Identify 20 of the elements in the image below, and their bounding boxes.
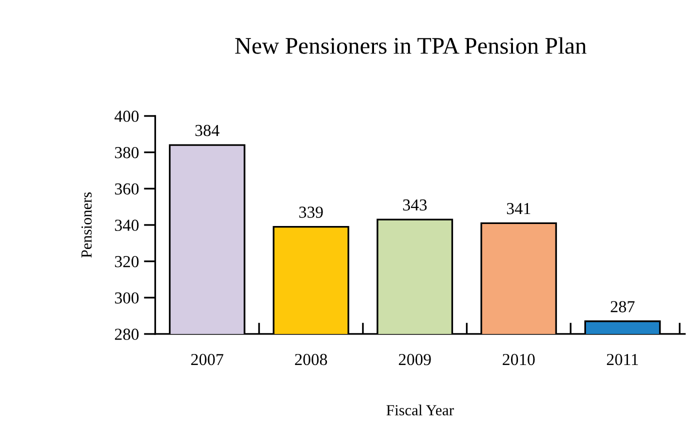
x-tick-label: 2008	[295, 354, 328, 366]
x-tick-label: 2010	[502, 354, 535, 366]
y-axis-title: Pensioners	[81, 192, 92, 258]
x-tick-label: 2007	[191, 354, 224, 366]
x-tick-label: 2011	[606, 354, 638, 366]
data-label: 343	[403, 199, 427, 211]
data-label: 384	[195, 124, 220, 136]
y-tick-label: 320	[115, 256, 139, 268]
data-label: 287	[610, 301, 635, 312]
x-axis-title: Fiscal Year	[386, 404, 454, 416]
y-tick-label: 360	[115, 183, 139, 195]
x-tick-label: 2009	[398, 354, 431, 366]
data-label: 341	[506, 203, 530, 214]
chart-title: New Pensioners in TPA Pension Plan	[235, 37, 586, 54]
y-tick-label: 380	[115, 147, 139, 158]
y-tick-label: 280	[114, 328, 139, 340]
data-label: 339	[299, 206, 323, 218]
y-tick-label: 400	[114, 110, 139, 122]
y-tick-label: 300	[115, 292, 139, 304]
y-tick-label: 340	[115, 220, 139, 231]
